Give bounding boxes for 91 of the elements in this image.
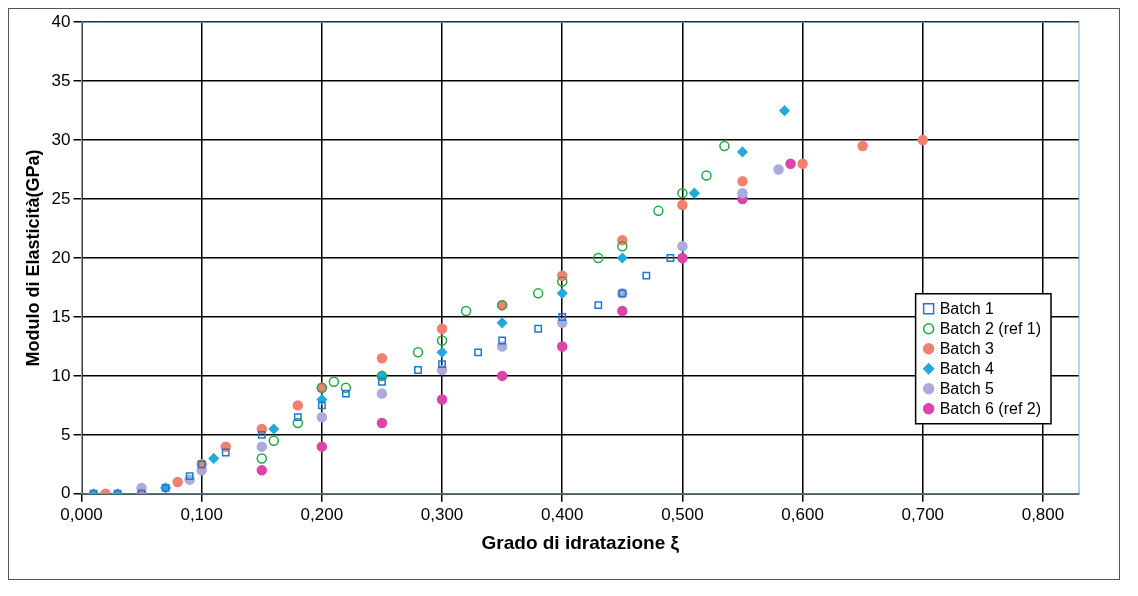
point <box>460 305 472 317</box>
point <box>779 105 790 116</box>
point <box>378 377 386 386</box>
point <box>642 271 651 280</box>
legend-label: Batch 3 <box>939 340 994 358</box>
point <box>438 360 446 369</box>
point <box>376 417 388 429</box>
point <box>185 472 194 481</box>
point <box>785 158 796 169</box>
legend-label: Batch 2 (ref 1) <box>939 320 1041 338</box>
y-axis-title: Modulo di Elasticità(GPa) <box>22 149 43 367</box>
point <box>534 324 543 333</box>
x-tick-label: 0,100 <box>180 504 223 524</box>
y-tick-label: 10 <box>51 365 71 385</box>
point <box>436 323 448 334</box>
point <box>773 164 784 175</box>
point <box>208 453 219 464</box>
point <box>617 252 628 264</box>
point <box>412 347 424 358</box>
point <box>316 411 328 423</box>
y-tick-label: 40 <box>51 11 71 31</box>
point <box>293 413 302 422</box>
point <box>917 134 929 146</box>
point <box>737 146 748 158</box>
point <box>317 401 326 410</box>
y-tick-label: 0 <box>61 483 71 503</box>
legend-label: Batch 1 <box>939 300 994 318</box>
point <box>341 389 350 398</box>
point <box>653 205 664 217</box>
point <box>256 441 268 452</box>
x-tick-label: 0,200 <box>300 504 344 524</box>
x-tick-label: 0,000 <box>60 504 103 524</box>
point <box>268 435 280 446</box>
y-tick-label: 35 <box>51 70 71 90</box>
point <box>436 335 448 346</box>
x-tick-label: 0,300 <box>420 504 464 524</box>
point <box>677 199 688 211</box>
x-axis-title: Grado di idratazione ξ <box>481 531 680 554</box>
point <box>677 240 688 252</box>
point <box>221 448 230 457</box>
point <box>414 366 422 374</box>
legend-label: Batch 5 <box>939 380 994 398</box>
x-tick-label: 0,400 <box>540 504 584 524</box>
point <box>268 423 280 435</box>
point <box>556 341 568 352</box>
point <box>292 400 304 411</box>
point <box>677 252 688 264</box>
point <box>737 176 748 187</box>
point <box>558 313 567 321</box>
y-tick-label: 15 <box>51 306 71 326</box>
legend-label: Batch 4 <box>939 360 994 378</box>
point <box>292 417 304 429</box>
point <box>677 187 688 199</box>
point <box>340 382 352 393</box>
point <box>701 170 712 181</box>
point <box>328 376 340 388</box>
y-tick-label: 30 <box>51 129 71 149</box>
point <box>737 187 748 199</box>
point <box>376 388 388 399</box>
y-tick-label: 5 <box>61 424 71 444</box>
point <box>256 453 268 464</box>
point <box>797 158 808 169</box>
point <box>617 240 628 252</box>
point <box>857 140 868 152</box>
y-tick-label: 25 <box>51 188 71 208</box>
point <box>617 305 628 317</box>
x-tick-label: 0,800 <box>1021 504 1065 524</box>
y-tick-label: 20 <box>51 247 71 267</box>
point <box>436 347 448 358</box>
point <box>257 430 266 439</box>
point <box>474 348 483 357</box>
point <box>256 464 268 476</box>
point <box>532 288 544 299</box>
x-tick-label: 0,600 <box>781 504 824 524</box>
point <box>594 301 603 310</box>
point <box>496 317 508 329</box>
x-tick-label: 0,500 <box>661 504 704 524</box>
point <box>556 288 568 299</box>
point <box>593 252 604 264</box>
legend-label: Batch 6 (ref 2) <box>939 400 1041 418</box>
point <box>498 336 507 345</box>
point <box>172 476 183 488</box>
point <box>376 352 388 364</box>
point <box>496 370 508 382</box>
point <box>556 276 568 287</box>
point <box>689 187 700 199</box>
point <box>719 140 730 152</box>
point <box>316 441 328 452</box>
x-tick-label: 0,700 <box>901 504 945 524</box>
point <box>666 254 675 262</box>
point <box>436 394 448 405</box>
